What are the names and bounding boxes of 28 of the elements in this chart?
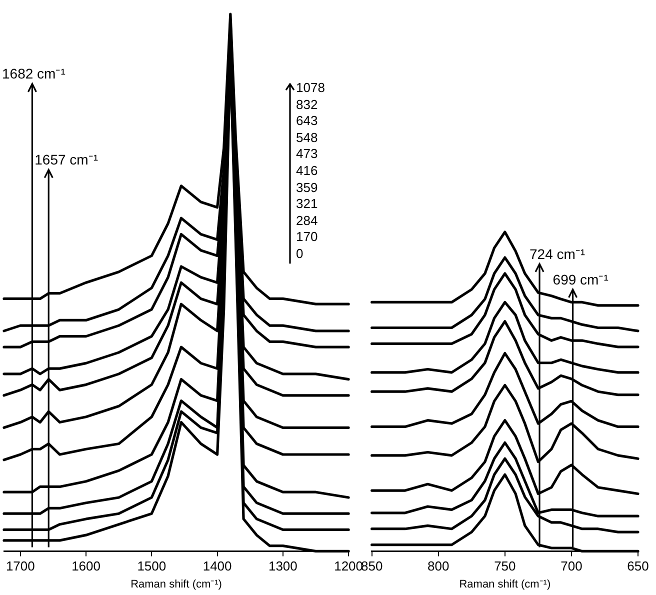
x-tick-label: 800 (428, 558, 450, 574)
ref-line-label: 1657 cm⁻¹ (34, 152, 98, 168)
x-axis-title: Raman shift (cm⁻¹) (459, 578, 551, 590)
annotation: 284 (296, 212, 319, 230)
annotation: 473 (296, 146, 319, 163)
x-tick-label: 650 (627, 558, 649, 574)
x-tick-label: 1500 (137, 558, 166, 574)
x-tick-label: 1300 (268, 558, 298, 574)
x-axis-title: Raman shift (cm⁻¹) (130, 578, 222, 590)
annotation: 0 (296, 246, 304, 263)
annotation: 416 (296, 162, 319, 180)
x-tick-label: 1200 (334, 558, 363, 574)
annotation: 170 (296, 229, 319, 246)
annotation: 643 (296, 113, 319, 130)
ref-line-label: 724 cm⁻¹ (530, 246, 586, 262)
x-tick-label: 1400 (202, 558, 232, 574)
x-tick-label: 850 (360, 558, 383, 574)
x-tick-label: 1700 (6, 558, 35, 574)
x-tick-label: 1600 (72, 558, 100, 574)
annotation: 548 (296, 130, 319, 146)
ref-line-label: 699 cm⁻¹ (552, 271, 609, 288)
ref-line-label: 1682 cm⁻¹ (2, 66, 66, 82)
annotation: 359 (296, 180, 319, 196)
x-tick-label: 700 (560, 558, 582, 574)
x-tick-label: 750 (494, 558, 516, 574)
annotation: 321 (296, 196, 319, 213)
annotation: 1078 (296, 80, 325, 97)
annotation: 832 (296, 96, 319, 114)
